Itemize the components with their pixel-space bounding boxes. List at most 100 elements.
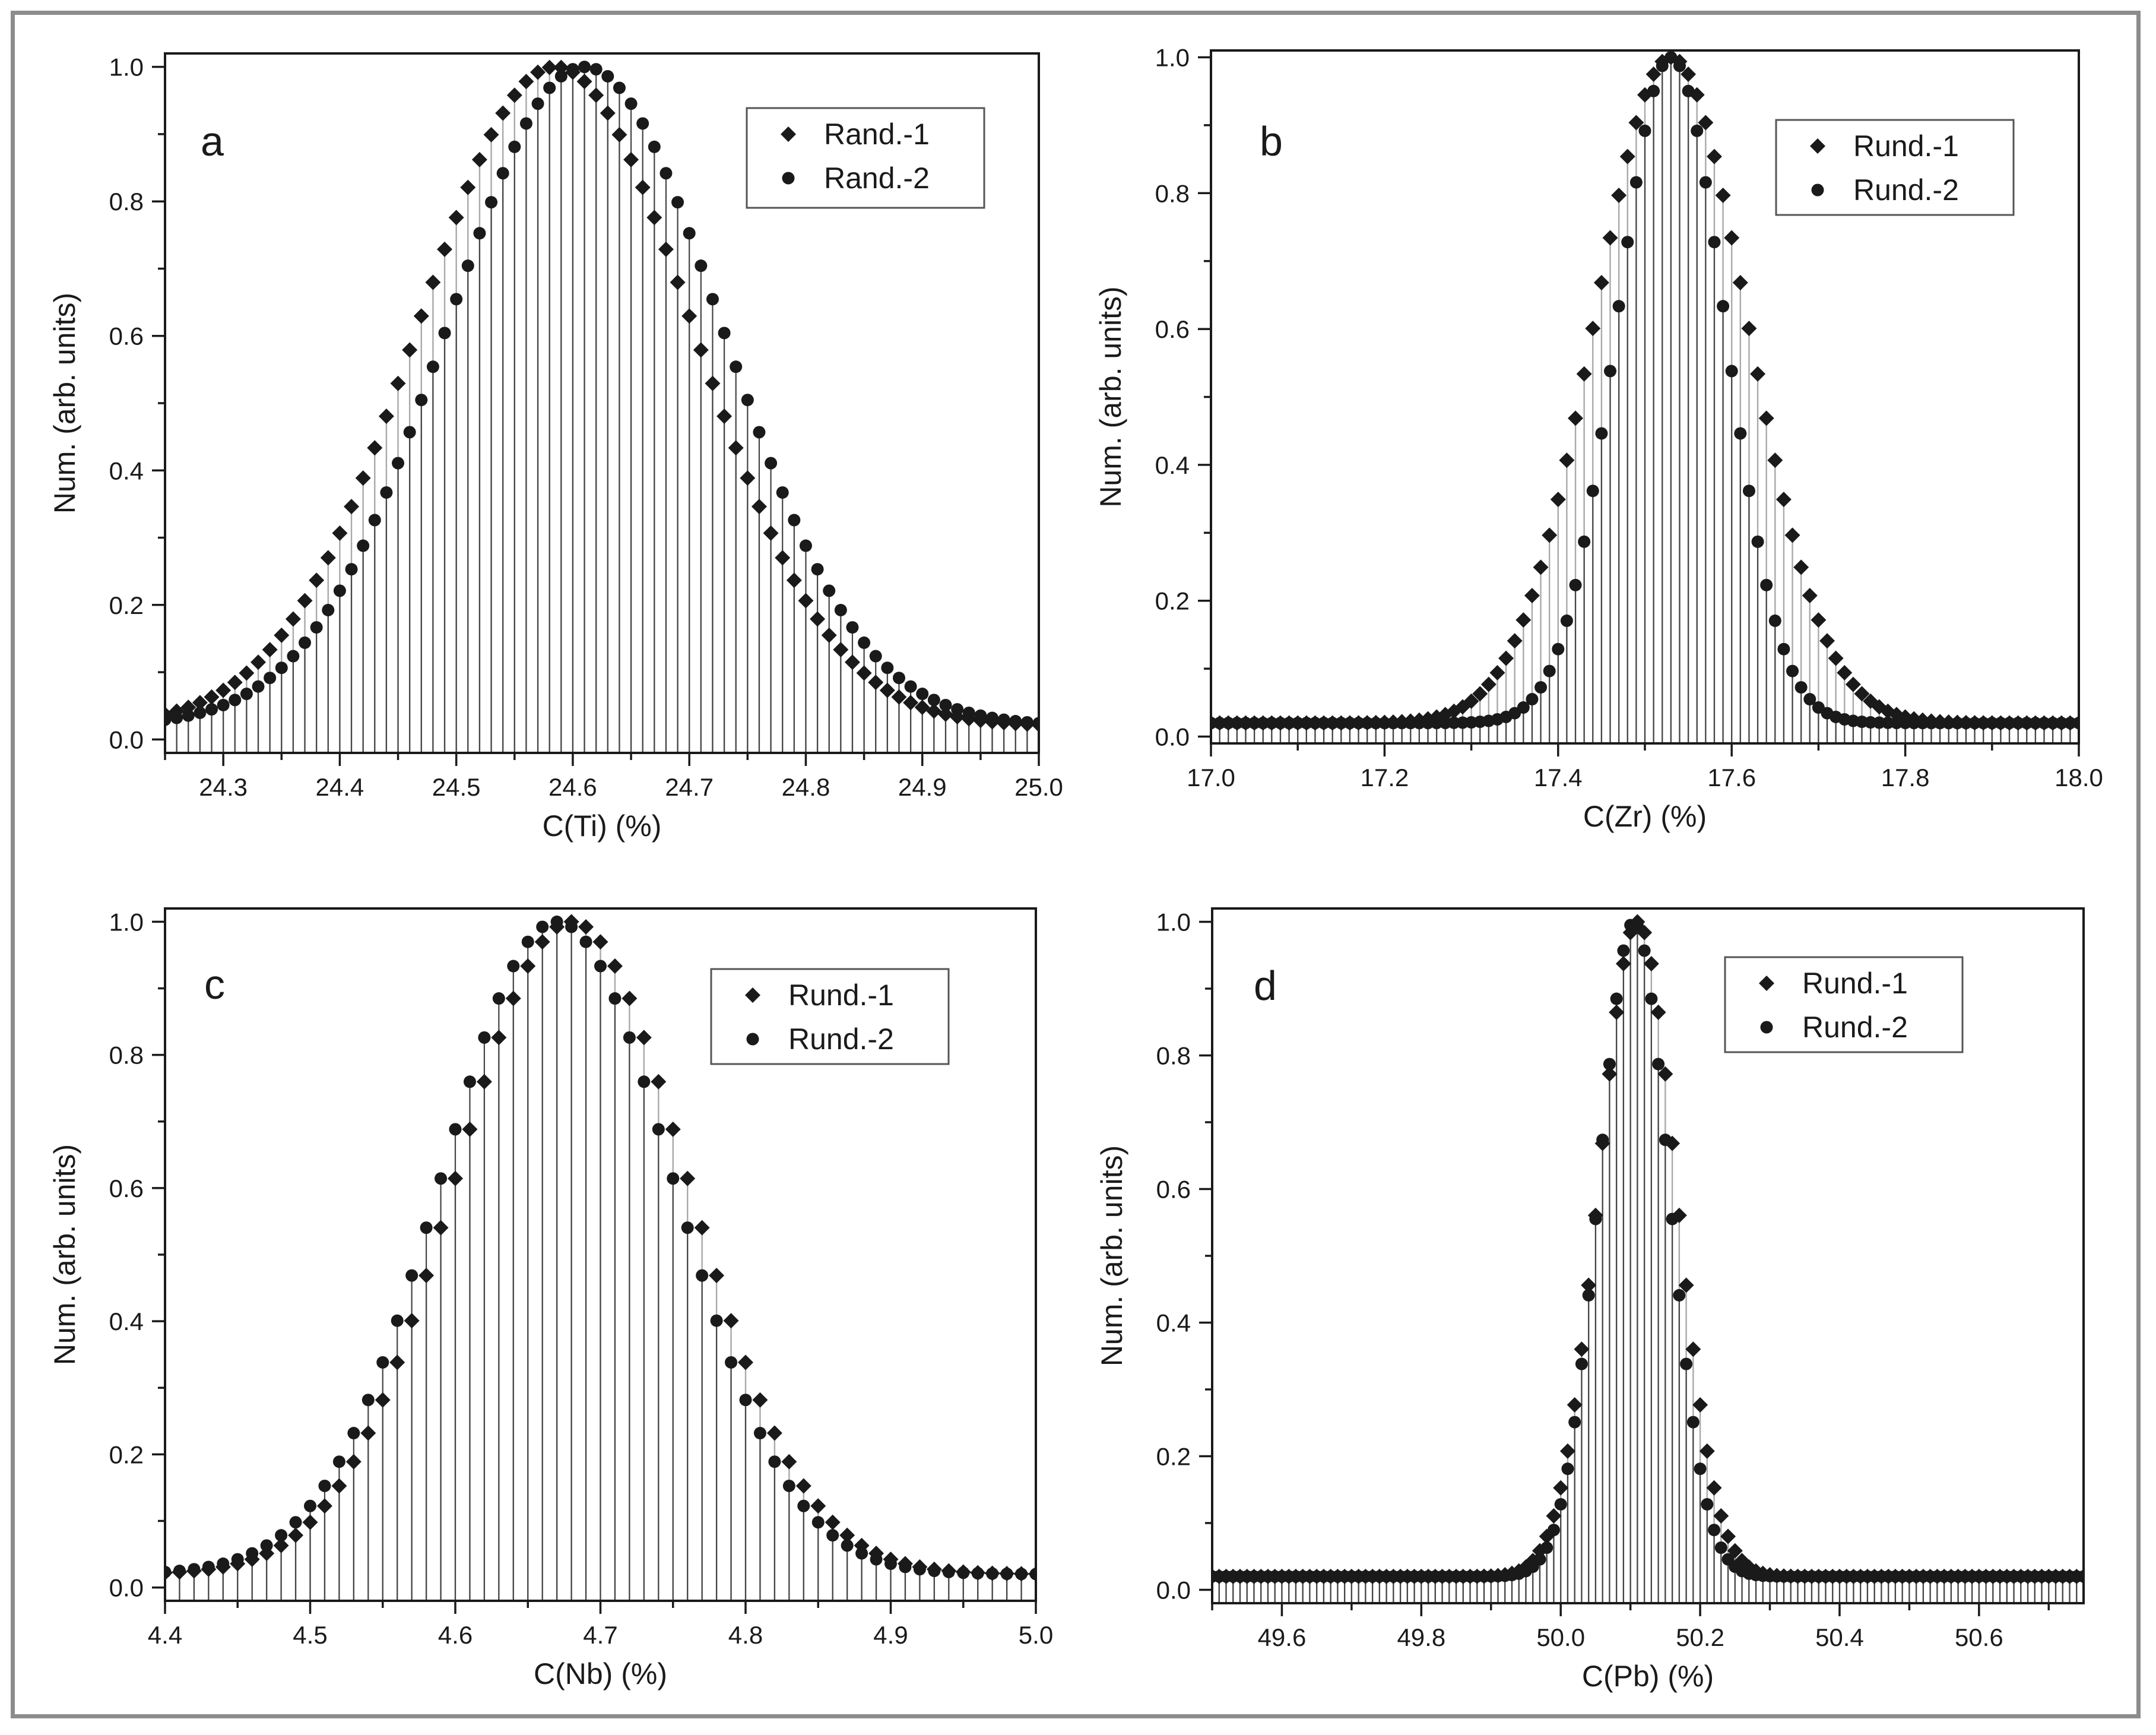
data-point-circle: [1612, 300, 1625, 313]
data-point-diamond: [437, 241, 453, 257]
data-point-circle: [2003, 717, 2016, 730]
data-point-diamond: [402, 342, 418, 358]
data-point-diamond: [389, 1354, 405, 1370]
data-point-diamond: [1724, 230, 1740, 246]
data-point-circle: [1786, 664, 1799, 677]
data-point-circle: [1568, 1416, 1581, 1429]
data-point-circle: [1326, 717, 1339, 730]
panel-a-data: [165, 59, 1039, 753]
data-point-diamond: [1720, 1528, 1736, 1544]
data-point-diamond: [1507, 633, 1523, 649]
data-point-diamond: [1489, 664, 1505, 680]
data-point-circle: [782, 1479, 795, 1492]
data-point-diamond: [541, 59, 557, 75]
data-point-diamond: [738, 1354, 753, 1370]
data-point-circle: [1794, 681, 1808, 694]
data-point-circle: [1300, 717, 1313, 730]
data-point-circle: [1032, 717, 1039, 730]
data-point-circle: [1652, 1058, 1665, 1071]
data-point-circle: [1647, 84, 1660, 97]
data-point-circle: [463, 1075, 476, 1088]
data-point-diamond: [1845, 676, 1861, 692]
data-point-circle: [858, 636, 871, 649]
y-tick-label: 1.0: [1155, 43, 1190, 71]
data-point-circle: [405, 1269, 418, 1282]
data-point-circle: [2055, 717, 2068, 730]
y-axis-label: Num. (arb. units): [48, 1144, 81, 1365]
data-point-diamond: [1706, 1480, 1722, 1496]
data-point-diamond: [1533, 559, 1549, 575]
data-point-circle: [299, 636, 312, 649]
legend-entry: Rund.-2: [788, 1022, 894, 1056]
data-point-circle: [1231, 717, 1244, 730]
panel-d: 49.6 49.8 50.0 50.2 50.4 50.6 0.0 0.2 0.4 0.6 0.8 1…: [1095, 907, 2085, 1693]
x-axis-label: C(Ti) (%): [543, 809, 662, 843]
x-tick-label: 17.2: [1361, 764, 1409, 791]
data-point-circle: [660, 167, 673, 180]
data-point-circle: [927, 694, 940, 707]
data-point-circle: [846, 621, 859, 634]
x-tick-label: 4.8: [728, 1621, 763, 1649]
series-c-2-points: [165, 915, 1036, 1581]
data-point-circle: [566, 63, 579, 76]
data-point-circle: [287, 650, 300, 663]
data-point-circle: [1680, 1357, 1693, 1370]
data-point-circle: [426, 360, 439, 373]
data-point-diamond: [1758, 410, 1774, 426]
data-point-circle: [1334, 717, 1348, 730]
data-point-diamond: [1559, 452, 1575, 468]
x-tick-label: 4.4: [148, 1621, 182, 1649]
data-point-diamond: [833, 642, 849, 658]
data-point-circle: [415, 394, 428, 407]
data-point-diamond: [1559, 1443, 1575, 1459]
data-point-diamond: [344, 499, 360, 515]
data-point-circle: [1994, 717, 2007, 730]
data-point-circle: [507, 960, 520, 973]
data-point-circle: [1578, 535, 1591, 548]
x-tick-label: 50.6: [1955, 1623, 2003, 1651]
legend-marker-circle: [746, 1033, 759, 1046]
x-tick-label: 17.0: [1187, 764, 1235, 791]
data-point-circle: [1645, 992, 1658, 1005]
data-point-circle: [1396, 717, 1409, 730]
data-point-circle: [1533, 1553, 1546, 1566]
data-point-diamond: [316, 1498, 332, 1514]
data-point-circle: [776, 486, 789, 499]
data-point-circle: [1686, 1416, 1700, 1429]
y-tick-label: 0.6: [109, 322, 144, 350]
data-point-circle: [543, 81, 556, 94]
data-point-circle: [217, 698, 230, 711]
data-point-diamond: [462, 1121, 478, 1137]
y-tick-label: 0.0: [109, 1574, 144, 1602]
data-point-circle: [1543, 664, 1556, 677]
y-tick-label: 0.2: [109, 591, 144, 619]
data-point-diamond: [1602, 1066, 1618, 1082]
data-point-diamond: [914, 699, 930, 715]
data-point-circle: [554, 69, 567, 83]
x-tick-label: 24.7: [665, 773, 714, 801]
data-point-circle: [730, 360, 743, 373]
data-point-circle: [1404, 717, 1417, 730]
data-point-diamond: [670, 274, 686, 290]
y-tick-label: 0.4: [1155, 451, 1190, 479]
data-point-diamond: [345, 1454, 362, 1470]
data-point-circle: [1447, 716, 1460, 729]
data-point-circle: [391, 1314, 404, 1327]
data-point-circle: [855, 1547, 868, 1560]
data-point-diamond: [636, 1030, 652, 1046]
data-point-diamond: [1793, 559, 1809, 575]
data-point-circle: [962, 706, 975, 719]
data-point-circle: [1526, 693, 1539, 706]
data-point-circle: [438, 327, 451, 340]
data-point-circle: [1673, 1288, 1686, 1302]
panel-d-data: [1212, 914, 2084, 1603]
data-point-diamond: [215, 682, 232, 698]
data-point-diamond: [1576, 366, 1592, 382]
x-tick-label: 17.8: [1881, 764, 1930, 791]
data-point-diamond: [476, 1074, 492, 1090]
data-point-diamond: [518, 74, 534, 90]
x-tick-label: 24.9: [898, 773, 947, 801]
data-point-diamond: [390, 375, 406, 391]
data-point-diamond: [839, 1527, 855, 1543]
data-point-circle: [765, 457, 778, 470]
